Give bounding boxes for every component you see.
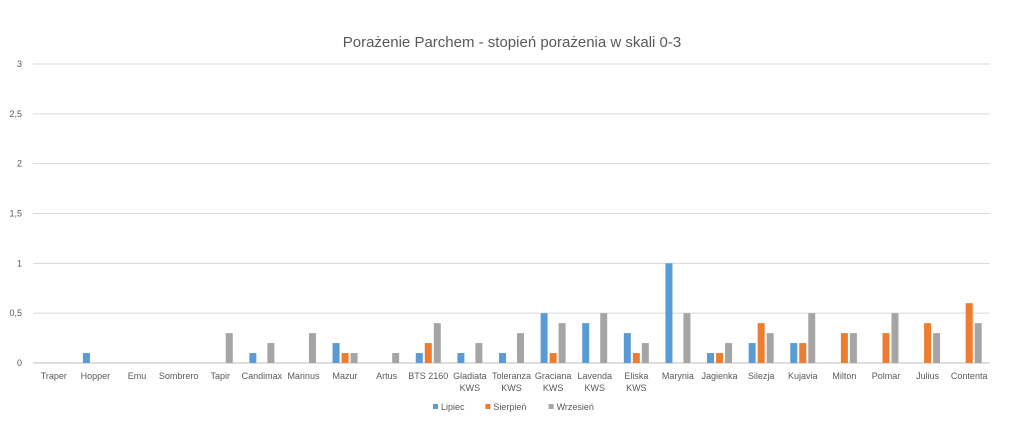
y-tick-label: 0,5: [9, 308, 22, 318]
chart-title: Porażenie Parchem - stopień porażenia w …: [343, 34, 682, 51]
x-tick-label: Silezja: [748, 371, 775, 381]
x-tick-label: Hopper: [81, 371, 111, 381]
bar: [457, 353, 465, 363]
x-tick-label: Candimax: [242, 371, 283, 381]
bar: [882, 333, 890, 363]
bar: [683, 313, 691, 363]
bar: [933, 333, 941, 363]
bar: [790, 343, 798, 363]
legend-item: Sierpień: [485, 402, 526, 412]
legend-label: Wrzesień: [557, 402, 594, 412]
bar: [799, 343, 807, 363]
legend-item: Lipiec: [433, 402, 465, 412]
y-tick-label: 0: [17, 358, 22, 368]
legend-swatch: [433, 404, 438, 409]
bar: [757, 323, 765, 363]
bar: [766, 333, 774, 363]
bar: [517, 333, 524, 363]
bar: [424, 343, 432, 363]
bar: [433, 323, 441, 363]
bar: [840, 333, 848, 363]
legend-swatch: [548, 404, 554, 409]
y-tick-label: 1,5: [9, 209, 22, 219]
x-tick-label: Mazur: [333, 371, 358, 381]
x-axis: Traper Hopper Emu Sombrero Tapir Candimax Mari…: [41, 371, 988, 393]
y-axis: 0 0,5 1 1,5 2 2,5 3: [9, 59, 22, 368]
bar: [632, 353, 640, 363]
x-tick-label: Eliska KWS: [624, 371, 648, 393]
gridlines: [33, 63, 990, 364]
legend-item: Wrzesień: [548, 402, 594, 412]
bar: [540, 313, 548, 363]
bar: [308, 333, 316, 363]
x-tick-label: Traper: [41, 371, 67, 381]
x-tick-label: Toleranza KWS: [492, 371, 531, 393]
x-tick-label: Milton: [832, 371, 856, 381]
bar: [716, 353, 724, 363]
x-tick-label: Lavenda KWS: [577, 371, 612, 393]
bar: [82, 353, 90, 363]
x-tick-label: Marynia: [662, 371, 694, 381]
y-tick-label: 2,5: [9, 109, 22, 119]
y-tick-label: 2: [17, 159, 22, 169]
legend-swatch: [485, 404, 491, 409]
bar: [965, 303, 973, 363]
bar: [350, 353, 358, 363]
x-tick-label: Tapir: [210, 371, 230, 381]
bar: [641, 343, 649, 363]
bar: [392, 353, 400, 363]
bar: [582, 323, 590, 363]
bar: [332, 343, 340, 363]
bar: [974, 323, 982, 363]
x-tick-label: Jagienka: [702, 371, 738, 381]
bar: [748, 343, 756, 363]
bar: [600, 313, 608, 363]
bar: [249, 353, 257, 363]
y-tick-label: 1: [17, 258, 22, 268]
bar: [924, 323, 932, 363]
bar: [225, 333, 233, 363]
legend-label: Lipiec: [441, 402, 465, 412]
x-tick-label: Artus: [376, 371, 398, 381]
bar: [499, 353, 506, 363]
bar: [341, 353, 349, 363]
x-tick-label: Graciana KWS: [535, 371, 572, 393]
legend-label: Sierpień: [493, 402, 526, 412]
x-tick-label: Marinus: [287, 371, 320, 381]
legend: Lipiec Sierpień Wrzesień: [433, 402, 594, 412]
x-tick-label: Emu: [128, 371, 147, 381]
bar: [267, 343, 275, 363]
bar: [549, 353, 557, 363]
bar: [808, 313, 816, 363]
x-tick-label: Polmar: [872, 371, 901, 381]
bar: [558, 323, 566, 363]
x-tick-label: Gladiata KWS: [453, 371, 487, 393]
bar: [623, 333, 631, 363]
bar: [475, 343, 483, 363]
x-tick-label: Julius: [916, 371, 940, 381]
x-tick-label: BTS 2160: [408, 371, 448, 381]
bar: [665, 263, 673, 363]
bar: [849, 333, 857, 363]
bars: [82, 263, 982, 363]
y-tick-label: 3: [17, 59, 22, 69]
bar: [415, 353, 423, 363]
x-tick-label: Sombrero: [159, 371, 199, 381]
x-tick-label: Kujavia: [788, 371, 818, 381]
x-tick-label: Contenta: [951, 371, 988, 381]
bar: [707, 353, 715, 363]
bar: [891, 313, 899, 363]
bar: [725, 343, 733, 363]
